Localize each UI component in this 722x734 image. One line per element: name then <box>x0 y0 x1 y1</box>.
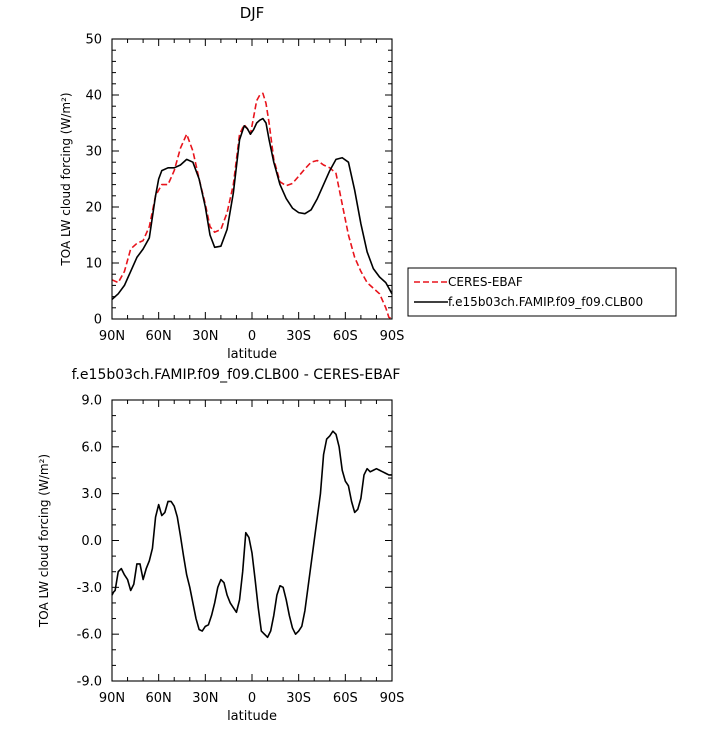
y-tick-label: 9.0 <box>81 394 102 409</box>
y-tick-label: -3.0 <box>77 581 102 596</box>
x-tick-label: 30N <box>192 691 218 706</box>
y-tick-label: 30 <box>85 145 102 160</box>
series-line-f-e15b03ch-famip-f09-f09-clb00 <box>111 117 393 300</box>
x-tick-label: 60N <box>146 691 172 706</box>
x-axis-label: latitude <box>227 347 277 362</box>
chart-title: DJF <box>240 4 265 22</box>
y-tick-label: 50 <box>85 33 102 48</box>
y-axis-label: TOA LW cloud forcing (W/m²) <box>59 92 73 266</box>
legend-entry-model: f.e15b03ch.FAMIP.f09_f09.CLB00 <box>448 295 643 309</box>
x-tick-label: 0 <box>248 329 256 344</box>
y-tick-label: 10 <box>85 257 102 272</box>
series-group <box>111 430 392 639</box>
bottom-chart: f.e15b03ch.FAMIP.f09_f09.CLB00 - CERES-E… <box>37 367 404 724</box>
series-line-difference <box>111 430 392 639</box>
series-group <box>111 92 393 320</box>
top-chart: DJF 90N 60N 30N 0 30S 60S 90S 0 10 20 30 40 50 latit… <box>59 4 677 362</box>
x-tick-label: 90S <box>380 329 405 344</box>
y-tick-label: 20 <box>85 201 102 216</box>
x-tick-label: 90N <box>99 329 125 344</box>
chart-title: f.e15b03ch.FAMIP.f09_f09.CLB00 - CERES-E… <box>72 367 401 383</box>
x-tick-label: 30N <box>192 329 218 344</box>
x-tick-label: 60S <box>333 691 358 706</box>
y-axis-label: TOA LW cloud forcing (W/m²) <box>37 454 51 628</box>
y-tick-label: 3.0 <box>81 487 102 502</box>
legend-entry-ceres-ebaf: CERES-EBAF <box>448 275 523 289</box>
y-tick-label: -6.0 <box>77 628 102 643</box>
plot-area: 90N 60N 30N 0 30S 60S 90S -9.0 -6.0 -3.0 0.0 3.0 6.0… <box>77 394 405 707</box>
x-tick-label: 90N <box>99 691 125 706</box>
x-tick-label: 60S <box>333 329 358 344</box>
x-tick-label: 90S <box>380 691 405 706</box>
x-tick-label: 60N <box>146 329 172 344</box>
y-tick-label: 40 <box>85 89 102 104</box>
legend: CERES-EBAF f.e15b03ch.FAMIP.f09_f09.CLB0… <box>407 267 677 317</box>
plot-frame <box>111 38 393 320</box>
x-tick-label: 30S <box>286 691 311 706</box>
y-tick-label: 0 <box>94 313 102 328</box>
x-tick-label: 30S <box>286 329 311 344</box>
x-axis-label: latitude <box>227 709 277 724</box>
legend-box <box>407 267 677 317</box>
y-tick-label: 6.0 <box>81 440 102 455</box>
series-line-ceres-ebaf <box>111 92 393 320</box>
y-tick-label: 0.0 <box>81 534 102 549</box>
x-tick-label: 0 <box>248 691 256 706</box>
plot-area: 90N 60N 30N 0 30S 60S 90S 0 10 20 30 40 50 <box>85 33 404 345</box>
y-tick-label: -9.0 <box>77 675 102 690</box>
